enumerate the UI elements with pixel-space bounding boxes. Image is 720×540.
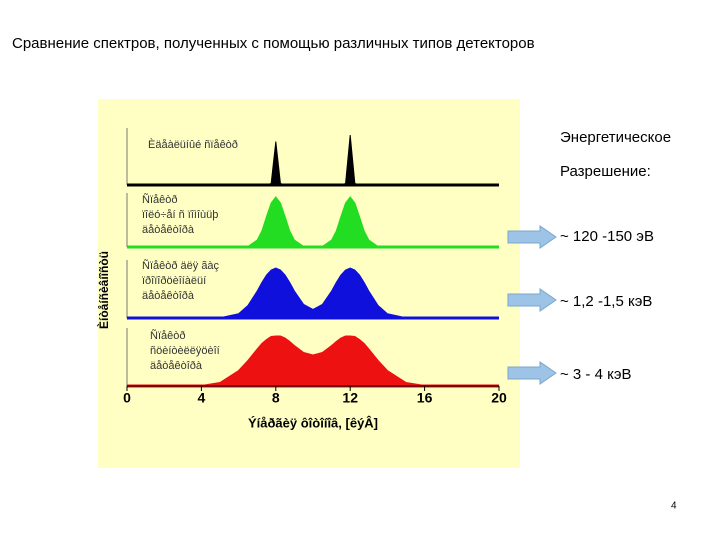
panel-label: Ñïåêòð äëÿ ãàç: [142, 259, 220, 272]
x-tick-label: 12: [342, 390, 358, 406]
panel-label: Ñïåêòð: [150, 329, 185, 342]
panel-label: äåòåêòîðà: [150, 360, 203, 372]
chart-background: [98, 99, 520, 468]
panel-label: ïðîïîðöèîíàëüí: [142, 275, 206, 287]
resolution-label: ~ 120 -150 эВ: [560, 228, 654, 245]
resolution-label: ~ 1,2 -1,5 кэВ: [560, 293, 652, 310]
panel-label: äåòåêòîðà: [142, 224, 195, 236]
x-axis-label: Ýíåðãèÿ ôîòîíîâ, [êýÂ]: [248, 415, 378, 430]
resolution-label: Энергетическое: [560, 129, 671, 146]
panel-label: äåòåêòîðà: [142, 290, 195, 302]
arrow: [507, 361, 557, 385]
x-tick-label: 16: [417, 390, 433, 406]
panel-label: ïîëó÷åí ñ ïîìîùüþ: [142, 209, 218, 221]
x-tick-label: 4: [198, 390, 206, 406]
resolution-label: Разрешение:: [560, 163, 651, 180]
arrow: [507, 288, 557, 312]
spectrum-area: [127, 335, 499, 387]
x-tick-label: 0: [123, 390, 131, 406]
panel-label: Èäåàëüíûé ñïåêòð: [148, 138, 238, 151]
arrow: [507, 225, 557, 249]
resolution-label: ~ 3 - 4 кэВ: [560, 366, 632, 383]
page-number: 4: [671, 501, 677, 512]
x-tick-label: 8: [272, 390, 280, 406]
panel-label: Ñïåêòð: [142, 193, 177, 206]
slide-title: Сравнение спектров, полученных с помощью…: [12, 35, 535, 52]
x-tick-label: 20: [491, 390, 507, 406]
y-axis-label: Èíòåíñèâíîñòü: [96, 251, 111, 329]
panel-label: ñöèíòèëëÿöèîí: [150, 345, 220, 357]
